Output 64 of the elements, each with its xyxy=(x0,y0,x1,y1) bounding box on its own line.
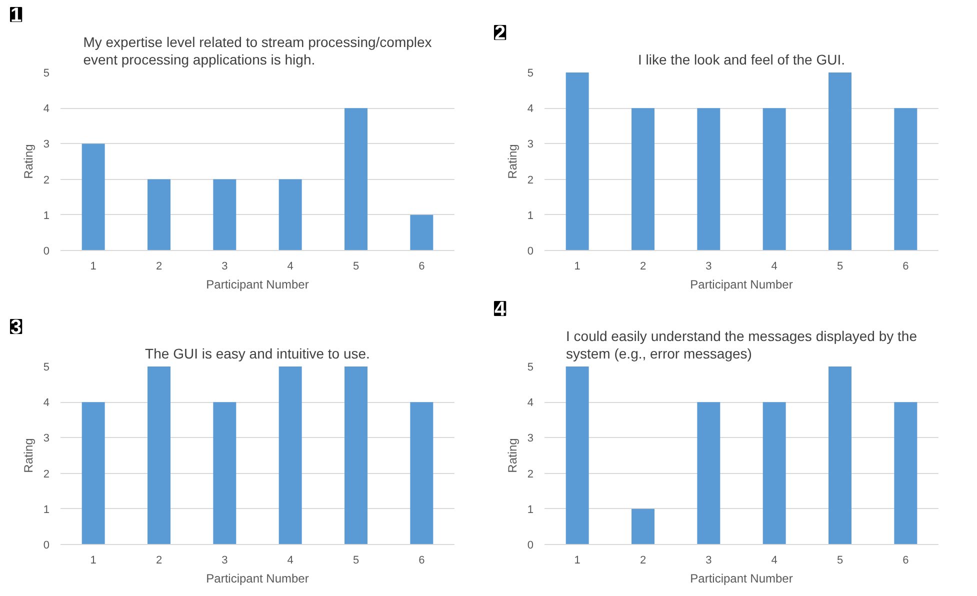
x-tick-label: 1 xyxy=(574,554,580,566)
y-tick-label: 5 xyxy=(43,362,50,374)
x-tick-label: 5 xyxy=(352,554,360,566)
x-tick-label: 4 xyxy=(771,260,778,272)
y-tick-label: 0 xyxy=(43,246,50,258)
y-tick-label: 4 xyxy=(527,397,534,410)
x-tick-label: 2 xyxy=(640,554,646,566)
x-tick-label: 1 xyxy=(574,260,580,272)
x-tick-label: 6 xyxy=(902,260,909,272)
x-tick-label: 4 xyxy=(771,554,778,566)
y-tick-label: 2 xyxy=(43,174,50,186)
x-tick-label: 4 xyxy=(287,260,294,272)
x-tick-label: 6 xyxy=(418,554,425,566)
y-tick-label: 1 xyxy=(43,504,50,516)
chart-title: I like the look and feel of the GUI. xyxy=(638,52,846,68)
y-tick-label: 4 xyxy=(43,397,50,410)
x-tick-label: 2 xyxy=(640,260,646,272)
y-tick-label: 2 xyxy=(527,468,534,480)
x-tick-label: 5 xyxy=(836,260,844,272)
x-tick-label: 1 xyxy=(90,554,96,566)
y-tick-label: 2 xyxy=(527,174,534,186)
y-tick-label: 5 xyxy=(527,362,534,374)
x-tick-label: 1 xyxy=(90,260,96,272)
y-tick-label: 3 xyxy=(527,432,534,445)
y-tick-label: 1 xyxy=(527,210,534,222)
x-tick-label: 5 xyxy=(836,554,844,566)
text: 2 xyxy=(494,22,506,44)
x-tick-label: 3 xyxy=(222,260,228,272)
y-tick-label: 4 xyxy=(527,103,534,116)
x-tick-label: 3 xyxy=(706,260,712,272)
y-tick-label: 0 xyxy=(527,540,534,552)
y-axis-title: Rating xyxy=(505,438,520,473)
y-axis-title: Rating xyxy=(505,144,520,179)
x-tick-label: 2 xyxy=(156,554,162,566)
y-tick-label: 1 xyxy=(527,504,534,516)
x-tick-label: 3 xyxy=(222,554,228,566)
x-axis-title: Participant Number xyxy=(206,572,309,586)
y-tick-label: 0 xyxy=(43,540,50,552)
y-tick-label: 0 xyxy=(527,246,534,258)
y-tick-label: 3 xyxy=(43,138,50,151)
chart-title: My expertise level related to stream processing/complex event processing applications is high. xyxy=(83,34,432,68)
chart-title: The GUI is easy and intuitive to use. xyxy=(145,346,370,362)
x-tick-label: 6 xyxy=(902,554,909,566)
x-tick-label: 3 xyxy=(706,554,712,566)
text: 1 xyxy=(10,4,22,26)
y-axis-title: Rating xyxy=(21,144,36,179)
x-tick-label: 5 xyxy=(352,260,360,272)
y-tick-label: 5 xyxy=(43,68,50,80)
y-tick-label: 1 xyxy=(43,210,50,222)
y-tick-label: 3 xyxy=(43,432,50,445)
text: 4 xyxy=(494,298,506,320)
x-tick-label: 2 xyxy=(156,260,162,272)
x-axis-title: Participant Number xyxy=(690,278,793,292)
x-tick-label: 6 xyxy=(418,260,425,272)
x-axis-title: Participant Number xyxy=(206,278,309,292)
text: 3 xyxy=(10,316,22,338)
chart-title: I could easily understand the messages displayed by the system (e.g., error messages) xyxy=(566,328,918,362)
y-tick-label: 2 xyxy=(43,468,50,480)
y-tick-label: 4 xyxy=(43,103,50,116)
x-axis-title: Participant Number xyxy=(690,572,793,586)
y-tick-label: 5 xyxy=(527,68,534,80)
x-tick-label: 4 xyxy=(287,554,294,566)
y-axis-title: Rating xyxy=(21,438,36,473)
y-tick-label: 3 xyxy=(527,138,534,151)
